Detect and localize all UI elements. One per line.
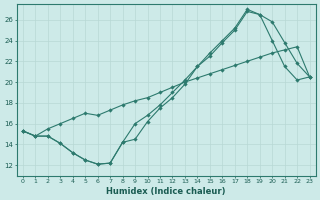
X-axis label: Humidex (Indice chaleur): Humidex (Indice chaleur) — [107, 187, 226, 196]
